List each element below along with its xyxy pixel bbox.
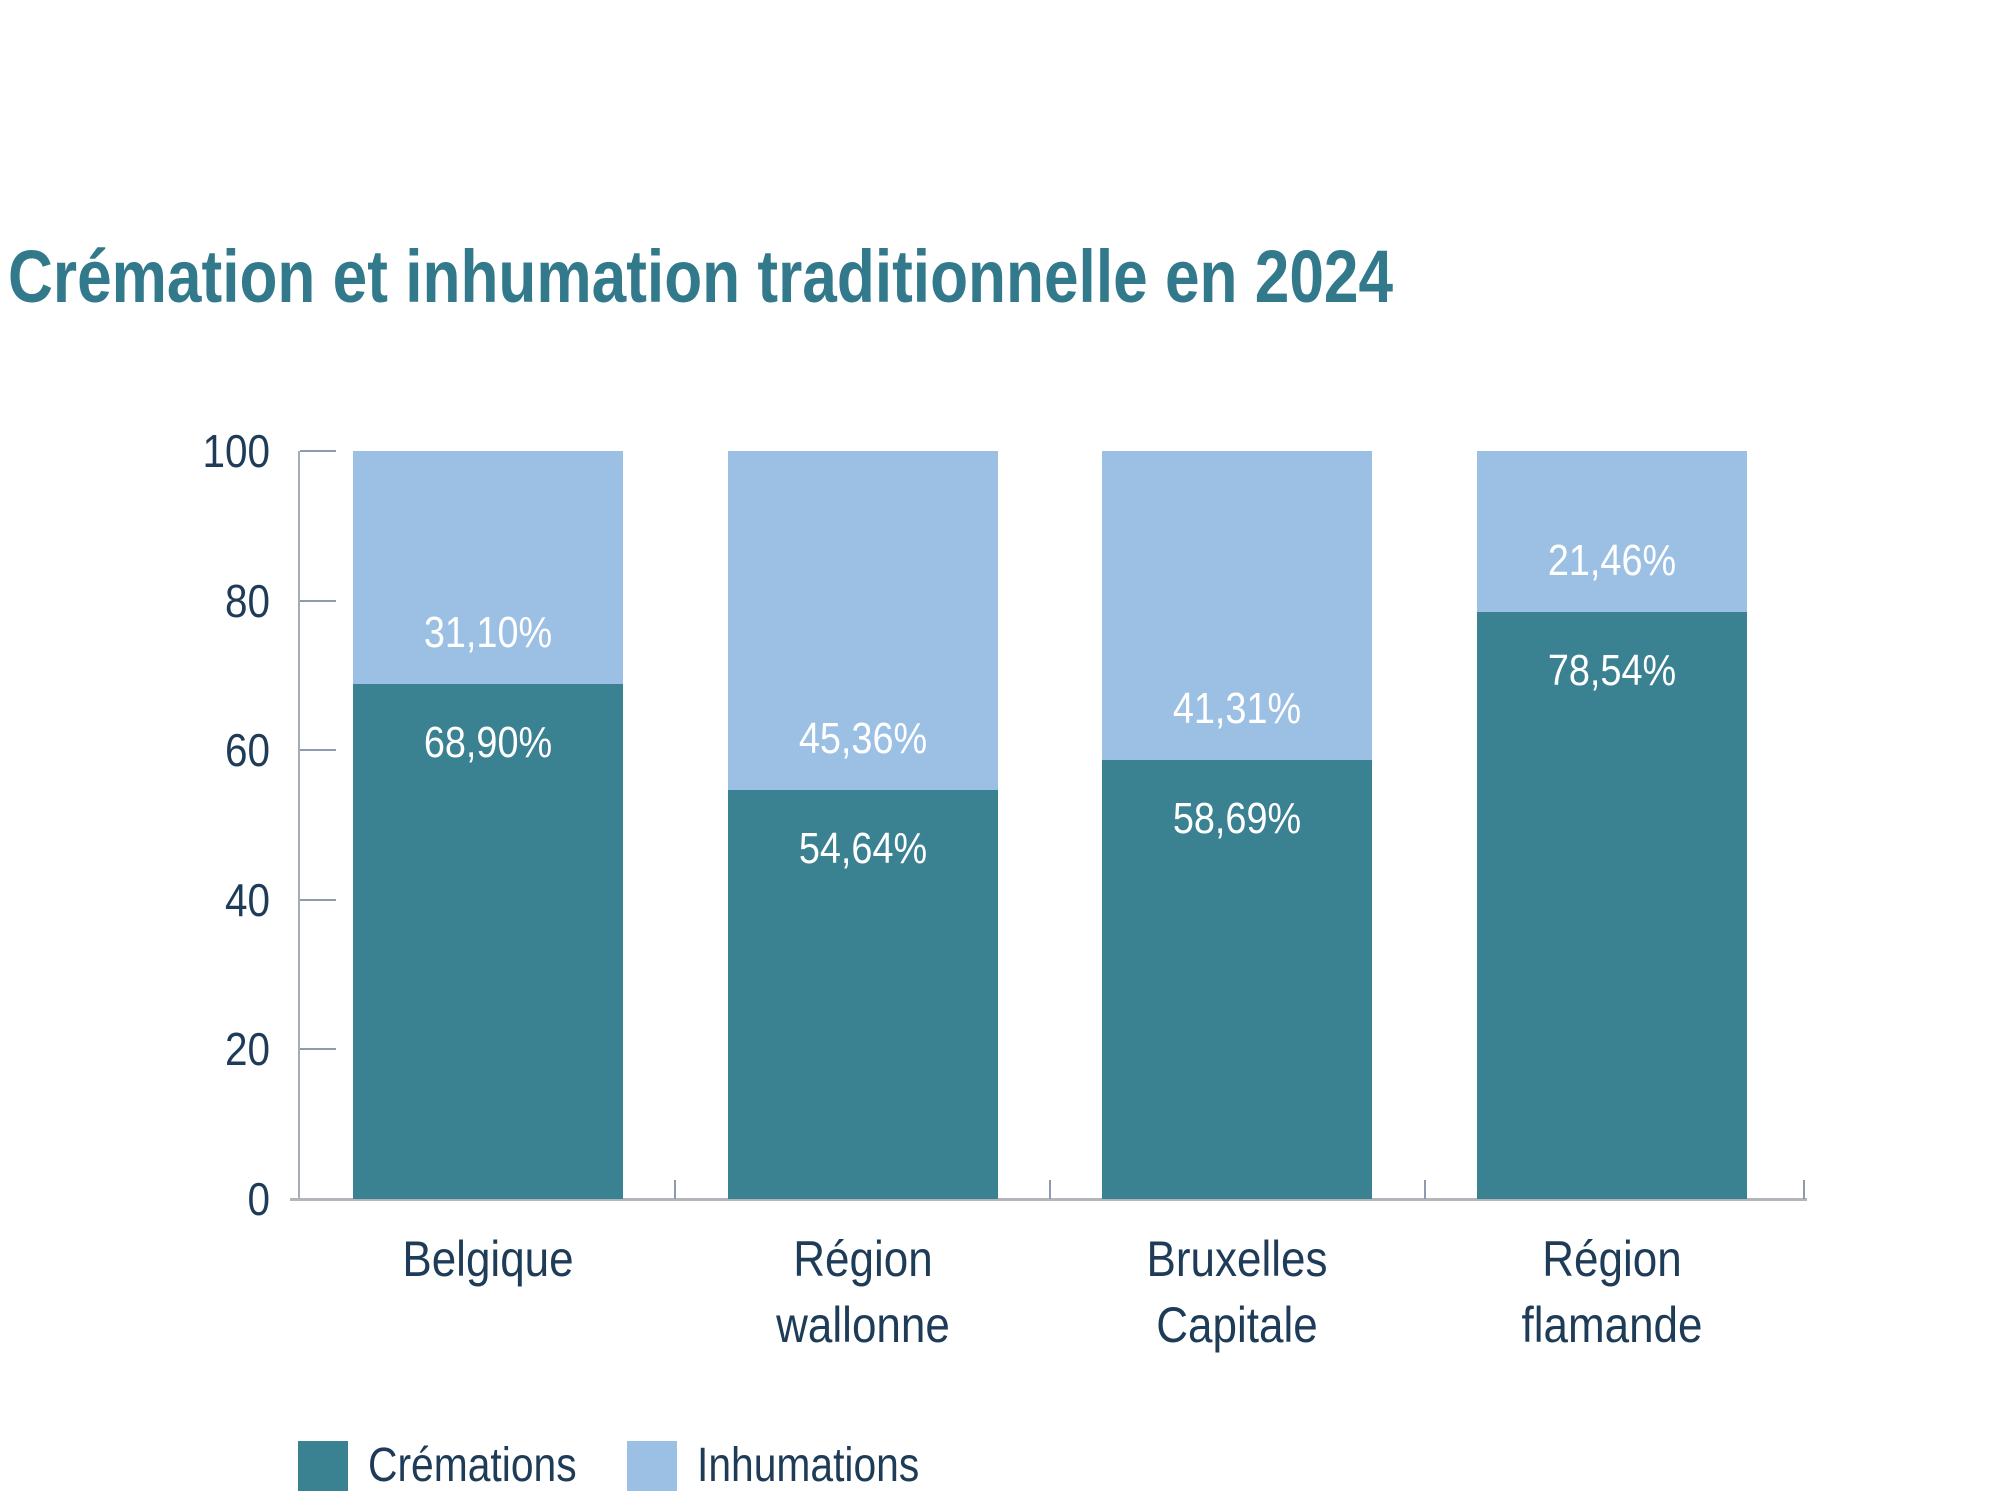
bar-value-label-inhumations: 31,10% — [423, 607, 553, 657]
bar-segment-cremations: 58,69% — [1102, 759, 1373, 1199]
plot-area: 0 20 40 60 80 100 31,10% 68,90% Belgique 45,36% 54… — [202, 425, 1807, 1353]
y-tick-label: 80 — [224, 574, 270, 627]
bar-group: 31,10% 68,90% — [353, 451, 623, 1199]
bar-group: 21,46% 78,54% — [1477, 451, 1748, 1199]
bar-segment-inhumations: 31,10% — [353, 451, 623, 684]
category-label: Bruxelles Capitale — [1146, 1231, 1328, 1353]
y-tick-label: 100 — [202, 425, 270, 477]
bar-group: 45,36% 54,64% — [727, 451, 998, 1199]
bar-value-label-cremations: 68,90% — [423, 717, 553, 767]
y-tick-label: 0 — [247, 1173, 270, 1225]
y-tick-label: 20 — [224, 1023, 270, 1076]
y-tick — [300, 1048, 336, 1051]
chart-title: Crémation et inhumation traditionnelle e… — [8, 235, 1394, 318]
bar-segment-inhumations: 45,36% — [727, 451, 998, 791]
bar-value-label-cremations: 58,69% — [1173, 793, 1302, 843]
y-tick — [300, 898, 336, 901]
legend-label-inhumations: Inhumations — [697, 1439, 920, 1492]
y-tick — [300, 599, 336, 602]
legend-item-inhumations: Inhumations — [627, 1438, 959, 1493]
bar-segment-inhumations: 41,31% — [1102, 451, 1373, 760]
bar-value-label-inhumations: 21,46% — [1547, 535, 1677, 585]
bar-segment-inhumations: 21,46% — [1477, 451, 1748, 612]
y-tick — [300, 450, 336, 452]
y-axis-line — [298, 451, 300, 1201]
legend-swatch-cremations-icon — [298, 1440, 348, 1491]
category-label: Région wallonne — [775, 1231, 950, 1353]
bar-value-label-cremations: 78,54% — [1547, 645, 1677, 695]
bar-segment-cremations: 54,64% — [727, 790, 998, 1199]
bar-value-label-inhumations: 45,36% — [798, 714, 927, 764]
y-tick — [300, 749, 336, 752]
x-tick — [1049, 1180, 1052, 1199]
x-tick — [1423, 1180, 1426, 1199]
bar-value-label-cremations: 54,64% — [798, 824, 927, 874]
category-label: Belgique — [402, 1231, 574, 1287]
y-tick-label: 40 — [224, 873, 270, 926]
x-tick — [674, 1180, 677, 1199]
legend-swatch-inhumations-icon — [627, 1440, 677, 1491]
bar-value-label-inhumations: 41,31% — [1173, 683, 1302, 733]
x-axis-line — [290, 1198, 1807, 1201]
bar-segment-cremations: 78,54% — [1477, 611, 1748, 1199]
legend-item-cremations: Crémations — [298, 1438, 613, 1493]
legend-label-cremations: Crémations — [368, 1439, 577, 1492]
x-tick — [1803, 1180, 1805, 1199]
bar-group: 41,31% 58,69% — [1102, 451, 1373, 1199]
category-label: Région flamande — [1521, 1231, 1703, 1353]
bar-segment-cremations: 68,90% — [353, 683, 623, 1199]
y-tick-label: 60 — [224, 724, 270, 777]
